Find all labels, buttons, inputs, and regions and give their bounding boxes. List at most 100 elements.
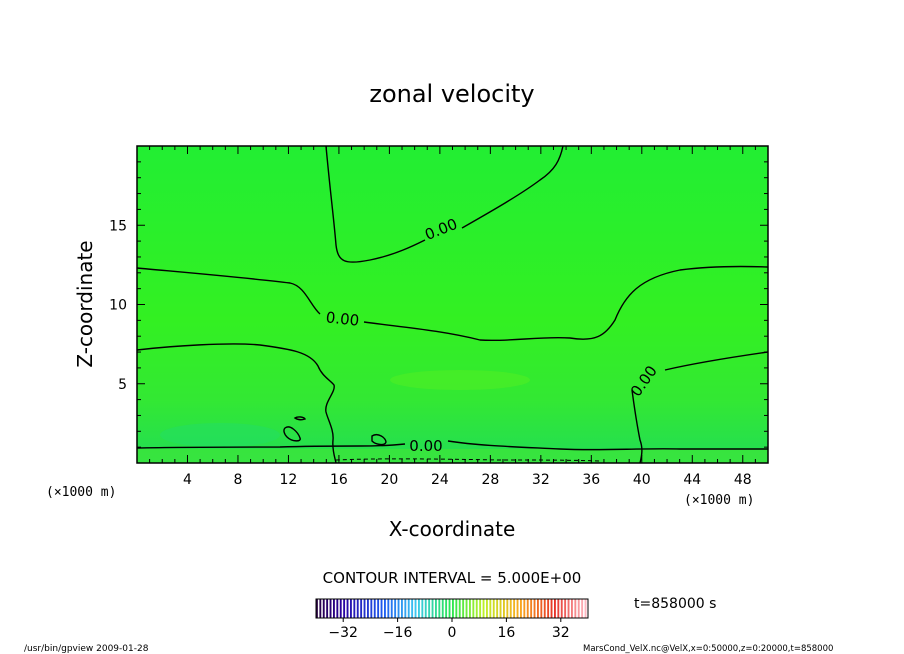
colorbar-stripe xyxy=(506,599,509,618)
colorbar-stripe xyxy=(489,599,492,618)
colorbar-stripe xyxy=(390,599,393,618)
colorbar: −32 −16 0 16 32 xyxy=(315,598,589,641)
colorbar-stripe xyxy=(394,599,397,618)
colorbar-stripe xyxy=(428,599,431,618)
colorbar-stripe xyxy=(547,599,550,618)
colorbar-stripe xyxy=(445,599,448,618)
colorbar-stripe xyxy=(543,599,546,618)
contour-label: 0.00 xyxy=(409,437,442,455)
x-axis-unit-left: (×1000 m) xyxy=(46,485,116,500)
contour-line-dashed xyxy=(335,458,601,462)
colorbar-stripe xyxy=(367,599,369,618)
colorbar-stripe xyxy=(557,599,560,618)
colorbar-stripe xyxy=(581,599,584,618)
x-tick-label: 36 xyxy=(582,472,600,488)
colorbar-stripe xyxy=(333,599,335,618)
colorbar-stripe xyxy=(380,599,383,618)
contour-label: 0.00 xyxy=(325,308,360,329)
colorbar-stripe xyxy=(584,599,587,618)
colorbar-stripe xyxy=(533,599,536,618)
colorbar-stripe xyxy=(448,599,451,618)
colorbar-stripe xyxy=(343,599,346,618)
colorbar-stripe xyxy=(567,599,570,618)
colorbar-stripe xyxy=(384,599,386,618)
y-tick-label: 15 xyxy=(109,218,127,234)
colorbar-stripe xyxy=(346,599,349,618)
colorbar-stripe xyxy=(407,599,410,618)
colorbar-stripe xyxy=(554,599,556,618)
colorbar-stripe xyxy=(431,599,434,618)
colorbar-stripe xyxy=(356,599,359,618)
colorbar-stripe xyxy=(452,599,454,618)
colorbar-stripe xyxy=(503,599,505,618)
colorbar-stripe xyxy=(550,599,553,618)
x-tick-label: 8 xyxy=(233,472,242,488)
x-tick-label: 24 xyxy=(431,472,449,488)
colorbar-stripe xyxy=(350,599,352,618)
colorbar-stripe xyxy=(513,599,516,618)
colorbar-stripe xyxy=(360,599,363,618)
colorbar-stripe xyxy=(479,599,482,618)
colorbar-stripe xyxy=(316,599,318,618)
colorbar-stripe xyxy=(411,599,414,618)
colorbar-stripe xyxy=(571,599,573,618)
colorbar-stripe xyxy=(319,599,322,618)
field-patch xyxy=(160,423,280,447)
colorbar-stripe xyxy=(472,599,475,618)
colorbar-stripe xyxy=(414,599,417,618)
x-tick-label: 44 xyxy=(683,472,701,488)
colorbar-stripe xyxy=(438,599,441,618)
y-tick-label: 10 xyxy=(109,298,127,314)
colorbar-stripe xyxy=(418,599,420,618)
colorbar-stripe xyxy=(363,599,366,618)
colorbar-stripe xyxy=(329,599,332,618)
colorbar-stripe xyxy=(574,599,577,618)
colorbar-stripes xyxy=(316,599,587,618)
x-tick-label: 16 xyxy=(330,472,348,488)
chart-title: zonal velocity xyxy=(369,80,534,108)
colorbar-stripe xyxy=(523,599,526,618)
colorbar-tick-label: 16 xyxy=(497,625,515,641)
colorbar-stripe xyxy=(462,599,465,618)
colorbar-tick-label: −32 xyxy=(328,625,358,641)
footer-left: /usr/bin/gpview 2009-01-28 xyxy=(24,644,149,654)
footer-right: MarsCond_VelX.nc@VelX,x=0:50000,z=0:2000… xyxy=(583,644,833,654)
x-tick-label: 20 xyxy=(380,472,398,488)
colorbar-stripe xyxy=(397,599,400,618)
colorbar-stripe xyxy=(424,599,427,618)
colorbar-stripe xyxy=(526,599,529,618)
colorbar-tick-label: 32 xyxy=(552,625,570,641)
time-label: t=858000 s xyxy=(634,596,716,612)
colorbar-ticks: −32 −16 0 16 32 xyxy=(328,618,570,641)
field-fill xyxy=(137,146,768,463)
colorbar-stripe xyxy=(486,599,488,618)
contour-interval-text: CONTOUR INTERVAL = 5.000E+00 xyxy=(323,569,582,587)
colorbar-stripe xyxy=(496,599,499,618)
colorbar-stripe xyxy=(455,599,458,618)
x-tick-label: 28 xyxy=(481,472,499,488)
colorbar-stripe xyxy=(404,599,407,618)
colorbar-stripe xyxy=(336,599,339,618)
colorbar-stripe xyxy=(499,599,502,618)
colorbar-stripe xyxy=(370,599,373,618)
colorbar-stripe xyxy=(458,599,461,618)
contour-loop xyxy=(293,416,306,421)
x-tick-label: 4 xyxy=(183,472,192,488)
colorbar-stripe xyxy=(492,599,495,618)
colorbar-tick-label: −16 xyxy=(383,625,413,641)
x-tick-label: 32 xyxy=(532,472,550,488)
colorbar-stripe xyxy=(509,599,512,618)
contour-line-lower xyxy=(137,343,337,463)
colorbar-stripe xyxy=(353,599,356,618)
colorbar-stripe xyxy=(465,599,468,618)
x-axis-unit-right: (×1000 m) xyxy=(684,493,754,508)
y-tick-label: 5 xyxy=(118,377,127,393)
colorbar-stripe xyxy=(373,599,376,618)
colorbar-stripe xyxy=(469,599,471,618)
colorbar-stripe xyxy=(520,599,522,618)
x-tick-label: 48 xyxy=(734,472,752,488)
field-bottom-band xyxy=(137,449,768,463)
colorbar-stripe xyxy=(322,599,325,618)
colorbar-stripe xyxy=(577,599,580,618)
